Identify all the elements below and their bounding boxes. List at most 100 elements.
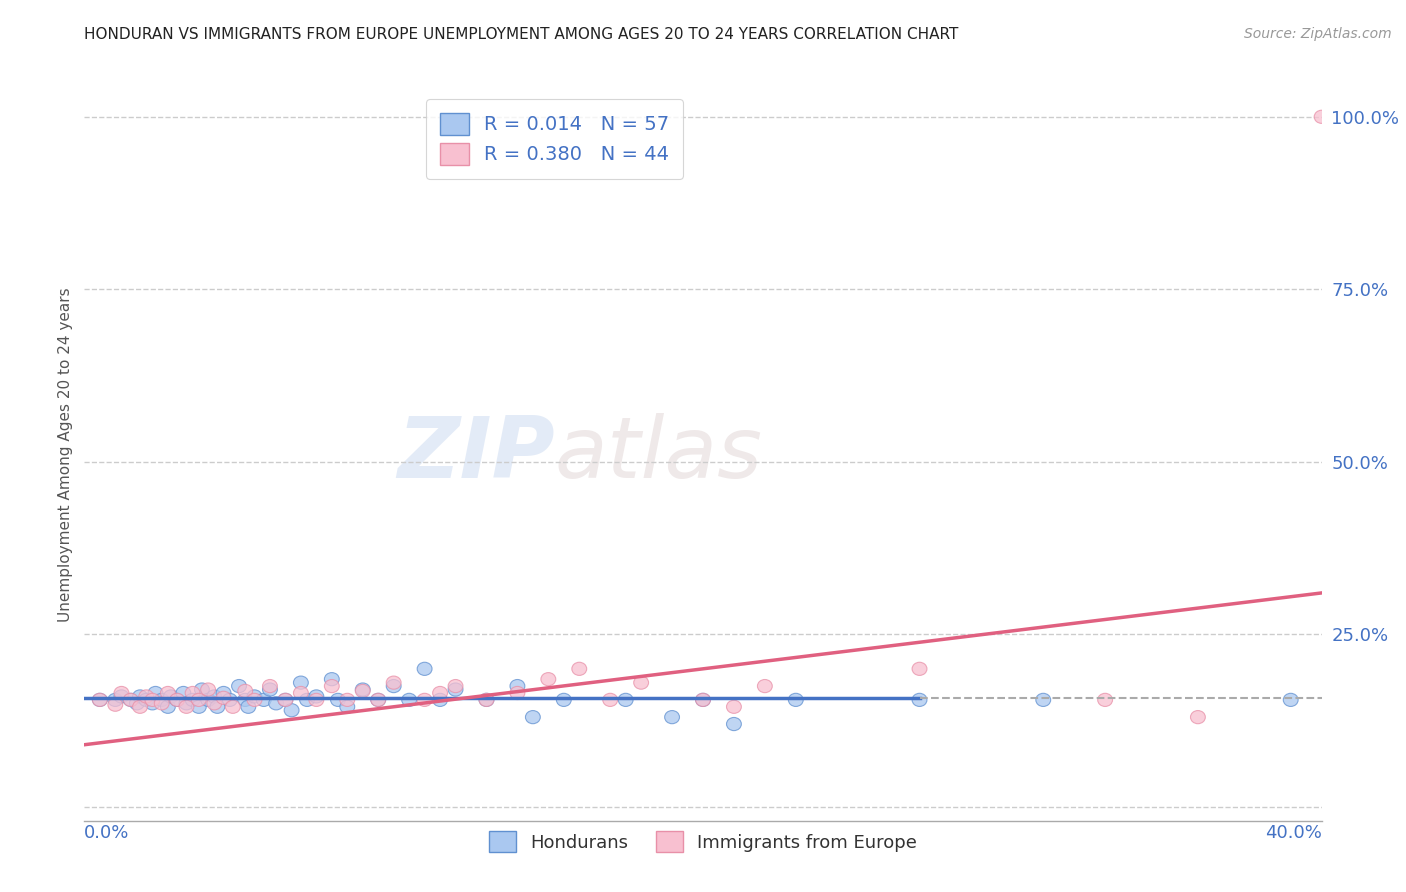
Ellipse shape [418, 662, 432, 675]
Ellipse shape [124, 693, 138, 706]
Ellipse shape [449, 680, 463, 693]
Legend: Hondurans, Immigrants from Europe: Hondurans, Immigrants from Europe [475, 817, 931, 866]
Ellipse shape [433, 693, 447, 706]
Ellipse shape [238, 684, 253, 698]
Ellipse shape [387, 676, 401, 690]
Ellipse shape [247, 690, 262, 703]
Ellipse shape [1098, 693, 1112, 706]
Ellipse shape [330, 693, 346, 706]
Ellipse shape [356, 683, 370, 696]
Text: 40.0%: 40.0% [1265, 824, 1322, 842]
Ellipse shape [139, 690, 153, 703]
Ellipse shape [1284, 693, 1298, 706]
Ellipse shape [222, 693, 238, 706]
Ellipse shape [93, 693, 107, 706]
Ellipse shape [278, 693, 292, 706]
Ellipse shape [191, 700, 207, 714]
Text: Source: ZipAtlas.com: Source: ZipAtlas.com [1244, 27, 1392, 41]
Ellipse shape [263, 683, 277, 696]
Ellipse shape [294, 687, 308, 699]
Ellipse shape [912, 662, 927, 675]
Ellipse shape [132, 700, 148, 714]
Ellipse shape [145, 697, 160, 710]
Ellipse shape [256, 693, 271, 706]
Text: 0.0%: 0.0% [84, 824, 129, 842]
Ellipse shape [284, 704, 299, 717]
Ellipse shape [179, 700, 194, 714]
Ellipse shape [449, 683, 463, 696]
Ellipse shape [665, 711, 679, 723]
Ellipse shape [225, 700, 240, 714]
Ellipse shape [309, 690, 323, 703]
Ellipse shape [634, 676, 648, 690]
Ellipse shape [194, 683, 209, 696]
Ellipse shape [160, 700, 176, 714]
Ellipse shape [371, 693, 385, 706]
Ellipse shape [170, 693, 184, 706]
Ellipse shape [160, 687, 176, 699]
Ellipse shape [325, 680, 339, 693]
Ellipse shape [479, 693, 494, 706]
Ellipse shape [572, 662, 586, 675]
Ellipse shape [603, 693, 617, 706]
Ellipse shape [479, 693, 494, 706]
Ellipse shape [170, 693, 184, 706]
Ellipse shape [132, 690, 148, 703]
Ellipse shape [510, 680, 524, 693]
Ellipse shape [191, 693, 207, 706]
Ellipse shape [294, 676, 308, 690]
Ellipse shape [402, 693, 416, 706]
Ellipse shape [418, 693, 432, 706]
Ellipse shape [1036, 693, 1050, 706]
Ellipse shape [387, 680, 401, 693]
Ellipse shape [179, 697, 194, 710]
Ellipse shape [201, 683, 215, 696]
Ellipse shape [526, 711, 540, 723]
Ellipse shape [299, 693, 315, 706]
Ellipse shape [356, 684, 370, 698]
Ellipse shape [139, 693, 153, 706]
Ellipse shape [433, 687, 447, 699]
Ellipse shape [727, 717, 741, 731]
Ellipse shape [217, 687, 231, 699]
Text: ZIP: ZIP [396, 413, 554, 497]
Ellipse shape [278, 693, 292, 706]
Y-axis label: Unemployment Among Ages 20 to 24 years: Unemployment Among Ages 20 to 24 years [58, 287, 73, 623]
Ellipse shape [371, 693, 385, 706]
Ellipse shape [114, 687, 129, 699]
Ellipse shape [758, 680, 772, 693]
Ellipse shape [209, 700, 225, 714]
Ellipse shape [1315, 111, 1329, 123]
Ellipse shape [541, 673, 555, 686]
Text: HONDURAN VS IMMIGRANTS FROM EUROPE UNEMPLOYMENT AMONG AGES 20 TO 24 YEARS CORREL: HONDURAN VS IMMIGRANTS FROM EUROPE UNEMP… [84, 27, 959, 42]
Ellipse shape [148, 687, 163, 699]
Ellipse shape [912, 693, 927, 706]
Ellipse shape [247, 693, 262, 706]
Ellipse shape [240, 700, 256, 714]
Ellipse shape [186, 687, 200, 699]
Ellipse shape [238, 693, 253, 706]
Ellipse shape [269, 697, 284, 710]
Ellipse shape [789, 693, 803, 706]
Ellipse shape [201, 693, 215, 706]
Ellipse shape [340, 693, 354, 706]
Ellipse shape [696, 693, 710, 706]
Ellipse shape [232, 680, 246, 693]
Ellipse shape [557, 693, 571, 706]
Ellipse shape [207, 697, 222, 710]
Ellipse shape [124, 693, 138, 706]
Ellipse shape [217, 691, 231, 705]
Ellipse shape [129, 697, 145, 710]
Ellipse shape [696, 693, 710, 706]
Ellipse shape [510, 687, 524, 699]
Text: atlas: atlas [554, 413, 762, 497]
Ellipse shape [163, 690, 179, 703]
Ellipse shape [263, 680, 277, 693]
Ellipse shape [108, 693, 122, 706]
Ellipse shape [155, 693, 169, 706]
Ellipse shape [309, 693, 323, 706]
Ellipse shape [176, 687, 191, 699]
Ellipse shape [155, 697, 169, 710]
Ellipse shape [727, 700, 741, 714]
Ellipse shape [340, 700, 354, 714]
